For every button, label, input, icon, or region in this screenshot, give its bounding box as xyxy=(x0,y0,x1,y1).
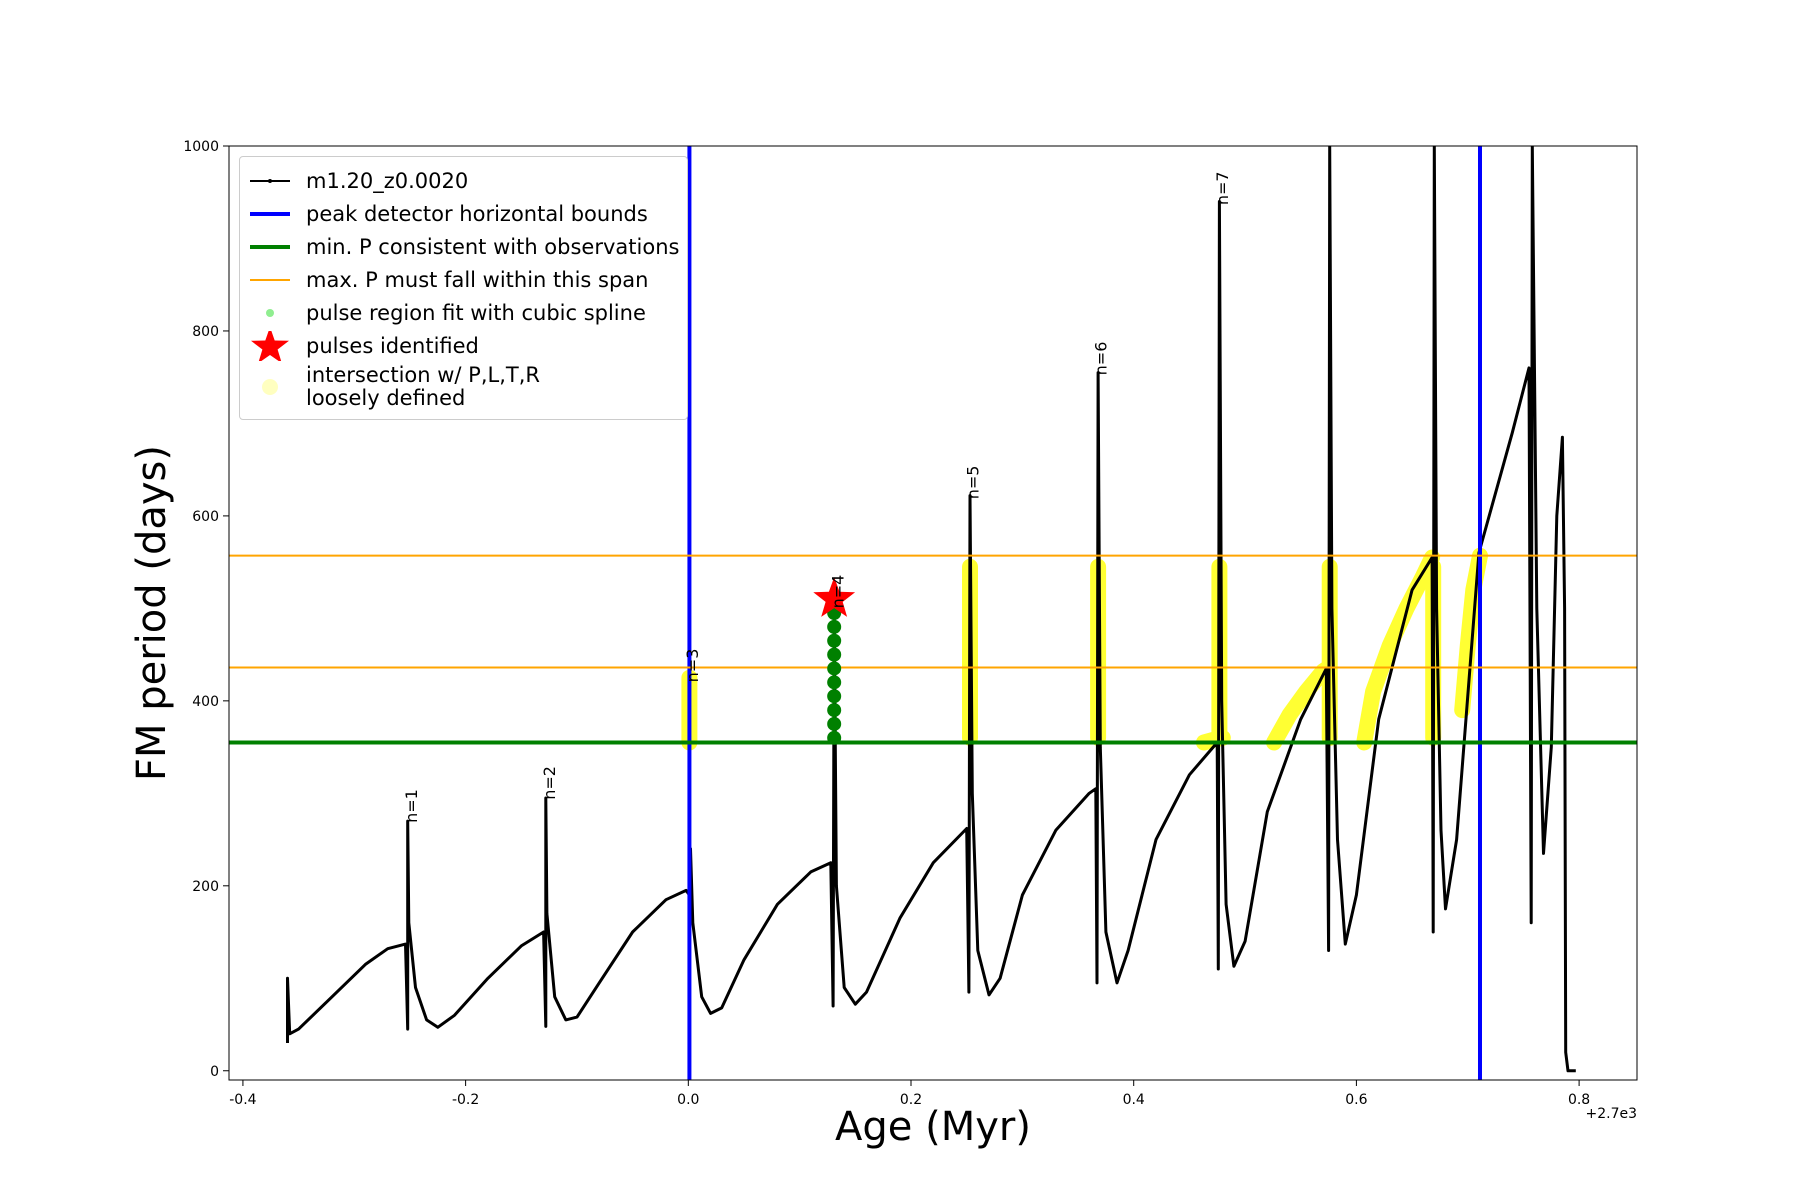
legend-label: peak detector horizontal bounds xyxy=(306,201,648,226)
legend-marker xyxy=(266,309,274,317)
x-tick-label: 0.0 xyxy=(677,1092,699,1108)
x-tick-label: 0.8 xyxy=(1568,1092,1590,1108)
plot-frame xyxy=(228,145,1638,1081)
scatter-point xyxy=(827,689,842,704)
y-tick-label: 200 xyxy=(192,879,219,895)
legend-marker xyxy=(250,179,290,183)
legend-entry: max. P must fall within this span xyxy=(248,265,679,295)
legend-entry: min. P consistent with observations xyxy=(248,232,679,262)
y-tick-label: 800 xyxy=(192,324,219,340)
legend-marker xyxy=(250,279,290,281)
legend-entry: peak detector horizontal bounds xyxy=(248,199,679,229)
legend-marker xyxy=(250,212,290,216)
legend-marker xyxy=(262,379,278,395)
x-tick-label: 0.2 xyxy=(900,1092,922,1108)
scatter-point xyxy=(827,633,842,648)
star-marker xyxy=(813,577,856,617)
legend-entry: m1.20_z0.0020 xyxy=(248,166,679,196)
y-tick-label: 600 xyxy=(192,509,219,525)
annotation: n=7 xyxy=(1213,171,1232,205)
annotation: n=5 xyxy=(963,466,982,500)
y-tick-label: 0 xyxy=(210,1064,219,1080)
data-line xyxy=(286,146,1576,1073)
scatter-point xyxy=(827,647,842,662)
scatter-point xyxy=(827,661,842,676)
y-tick-label: 400 xyxy=(192,694,219,710)
x-tick-label: -0.2 xyxy=(452,1092,479,1108)
legend-marker xyxy=(250,245,290,249)
legend-label: pulse region fit with cubic spline xyxy=(306,300,646,325)
annotation: n=4 xyxy=(829,575,848,609)
annotation: n=3 xyxy=(683,649,702,683)
scatter-point xyxy=(827,703,842,718)
annotation: n=2 xyxy=(540,766,559,800)
legend-glyph xyxy=(268,179,272,183)
x-axis-label: Age (Myr) xyxy=(835,1104,1031,1150)
x-tick-label: -0.4 xyxy=(229,1092,256,1108)
legend-glyph xyxy=(266,309,274,317)
y-tick-label: 1000 xyxy=(183,139,219,155)
legend-label: intersection w/ P,L,T,R loosely defined xyxy=(306,363,540,410)
x-offset-label: +2.7e3 xyxy=(1585,1106,1637,1122)
legend-marker xyxy=(251,331,289,361)
annotation: n=1 xyxy=(402,789,421,823)
legend-entry: pulse region fit with cubic spline xyxy=(248,298,679,328)
band-line xyxy=(681,547,1488,751)
legend-glyph xyxy=(251,331,289,361)
legend-glyph xyxy=(262,379,278,395)
scatter-point xyxy=(827,730,842,745)
annotation: n=6 xyxy=(1091,342,1110,376)
legend-label: min. P consistent with observations xyxy=(306,234,680,259)
legend-label: pulses identified xyxy=(306,333,479,358)
y-axis-label: FM period (days) xyxy=(129,445,175,781)
scatter-point xyxy=(827,619,842,634)
scatter-point xyxy=(827,716,842,731)
x-tick-label: 0.6 xyxy=(1345,1092,1367,1108)
x-tick-label: 0.4 xyxy=(1123,1092,1145,1108)
legend-entry: intersection w/ P,L,T,R loosely defined xyxy=(248,364,679,410)
plot-area xyxy=(229,146,1637,1080)
legend-label: max. P must fall within this span xyxy=(306,267,649,292)
legend-entry: pulses identified xyxy=(248,331,679,361)
scatter-point xyxy=(827,675,842,690)
legend-label: m1.20_z0.0020 xyxy=(306,168,469,193)
